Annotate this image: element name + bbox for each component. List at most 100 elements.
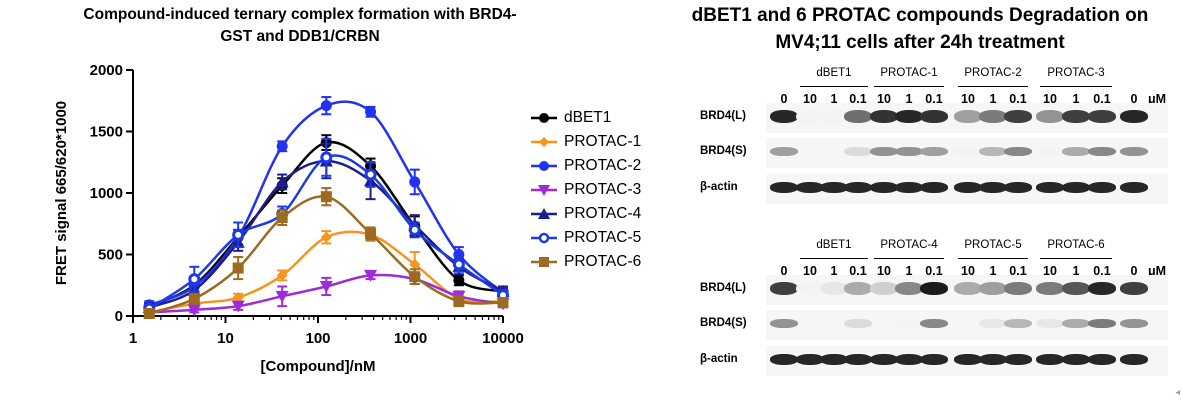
data-point [320, 231, 332, 243]
legend-marker [531, 185, 557, 196]
blot-group-label: PROTAC-4 [880, 239, 938, 251]
blot-dose-label: 10 [803, 264, 817, 278]
blot-band [1088, 353, 1116, 365]
blot-band [979, 109, 1007, 123]
data-point [276, 212, 288, 224]
y-tick-label: 2000 [90, 62, 123, 79]
blot-dose-label: 0.1 [849, 92, 867, 106]
x-tick-label: 1000 [394, 330, 427, 347]
data-point [320, 151, 333, 164]
blot-band-label: BRD4(L) [700, 110, 746, 122]
blot-dose-label: 1 [1072, 92, 1080, 106]
blot-band [1004, 281, 1032, 295]
blot-band [895, 181, 923, 193]
x-tick-label: 10 [217, 330, 234, 347]
blot-band [1120, 281, 1148, 295]
blot-band-label: β-actin [700, 353, 738, 365]
legend-item: PROTAC-2 [528, 154, 641, 178]
data-point [276, 269, 288, 281]
data-point [497, 296, 509, 308]
legend-label: PROTAC-1 [564, 133, 642, 150]
chart-legend: dBET1 PROTAC-1 PROTAC-2 PROTAC-3 PROTAC-4 PRO… [528, 106, 641, 274]
blot-group-label: dBET1 [816, 239, 852, 251]
blot-band-label: BRD4(S) [700, 145, 747, 157]
blot-band [870, 181, 898, 193]
x-tick-label: 10000 [482, 330, 524, 347]
blot-dose-label: 0.1 [849, 264, 867, 278]
blot-dose-label: 10 [803, 92, 817, 106]
blot-band [1062, 281, 1090, 295]
western-blot-panel-2: dBET1 PROTAC-4 PROTAC-5 PROTAC-6 0 10 1 0.1 10 1 0… [700, 236, 1170, 406]
blot-band [1088, 281, 1116, 295]
blot-group-line [1040, 258, 1112, 259]
blot-dose-label: 0 [1130, 264, 1138, 278]
blot-band [870, 109, 898, 123]
blot-band [1120, 353, 1148, 365]
data-point [320, 191, 332, 203]
blot-band [1004, 146, 1032, 156]
blot-band [1036, 109, 1064, 123]
blot-group-label: PROTAC-2 [964, 67, 1022, 79]
blot-band [895, 353, 923, 365]
blot-band [770, 146, 798, 156]
data-point [319, 280, 333, 293]
blot-group-line [1040, 86, 1112, 87]
legend-label: dBET1 [564, 109, 612, 126]
blot-group-label: dBET1 [816, 67, 852, 79]
blot-band [979, 146, 1007, 156]
data-point [364, 168, 377, 181]
blot-band [1036, 146, 1064, 156]
blot-band [844, 353, 872, 365]
blot-dose-label: 0.1 [925, 264, 943, 278]
blot-dose-label: 10 [961, 92, 975, 106]
blot-band [895, 109, 923, 123]
blot-dose-label: 1 [989, 264, 997, 278]
blot-band-label: BRD4(S) [700, 317, 747, 329]
blot-band [920, 281, 948, 295]
legend-label: PROTAC-3 [564, 181, 642, 198]
x-axis-label: [Compound]/nM [261, 358, 376, 375]
blot-dose-label: 10 [1043, 92, 1057, 106]
data-point [365, 106, 377, 118]
blot-band [1036, 281, 1064, 295]
blot-group-line [800, 86, 868, 87]
blot-band [1088, 146, 1116, 156]
y-tick-label: 1500 [90, 124, 123, 141]
data-point [232, 228, 245, 241]
blot-band [954, 109, 982, 123]
blot-band [870, 146, 898, 156]
blot-dose-label: 10 [1043, 264, 1057, 278]
blot-band [895, 281, 923, 295]
blot-dose-label: 1 [989, 92, 997, 106]
legend-label: PROTAC-2 [564, 157, 642, 174]
data-point [276, 140, 288, 152]
legend-item: dBET1 [528, 106, 641, 130]
blot-band [820, 281, 848, 295]
blot-band [820, 181, 848, 193]
blot-title: dBET1 and 6 PROTAC compounds Degradation… [691, 5, 1149, 53]
blot-dose-label: 0.1 [925, 92, 943, 106]
y-tick-label: 1000 [90, 185, 123, 202]
data-point [452, 258, 465, 271]
blot-group-line [958, 86, 1028, 87]
blot-band [1062, 181, 1090, 193]
data-point [409, 271, 421, 283]
legend-marker [531, 208, 557, 219]
blot-group-line [874, 86, 944, 87]
blot-dose-label: 1 [905, 264, 913, 278]
blot-dose-label: 1 [905, 92, 913, 106]
data-point [232, 262, 244, 274]
blot-band-label: BRD4(L) [700, 282, 746, 294]
legend-marker [531, 137, 557, 147]
legend-marker [531, 257, 557, 267]
blot-band [796, 353, 824, 365]
blot-dose-label: 1 [1072, 264, 1080, 278]
blot-band [844, 181, 872, 193]
blot-band [1120, 318, 1148, 328]
data-point [143, 308, 155, 320]
blot-band [954, 146, 982, 156]
data-point [188, 273, 201, 286]
blot-group-line [958, 258, 1028, 259]
blot-group-label: PROTAC-5 [964, 239, 1022, 251]
blot-band [1062, 318, 1090, 328]
